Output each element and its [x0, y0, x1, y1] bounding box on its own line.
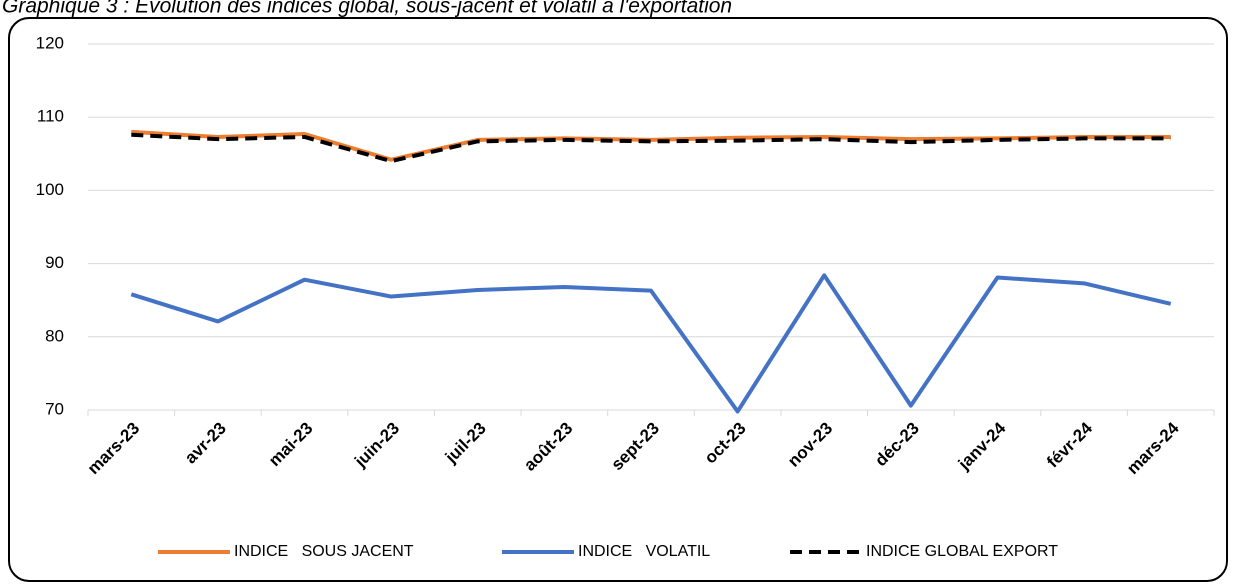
legend-label: INDICE GLOBAL EXPORT	[866, 543, 1058, 560]
chart-frame	[8, 17, 1228, 582]
y-tick-label: 80	[45, 326, 64, 345]
legend-label: INDICE SOUS JACENT	[234, 543, 414, 560]
series-line	[131, 129, 1171, 162]
legend-label: INDICE VOLATIL	[578, 543, 710, 560]
y-tick-label: 70	[45, 399, 64, 418]
y-tick-label: 100	[36, 180, 64, 199]
series-line	[130, 273, 1172, 414]
series-line	[131, 132, 1171, 164]
chart-title: Graphique 3 : Evolution des indices glob…	[2, 0, 732, 18]
y-tick-label: 120	[36, 33, 64, 52]
y-tick-label: 110	[37, 107, 64, 126]
y-tick-label: 90	[45, 253, 64, 272]
